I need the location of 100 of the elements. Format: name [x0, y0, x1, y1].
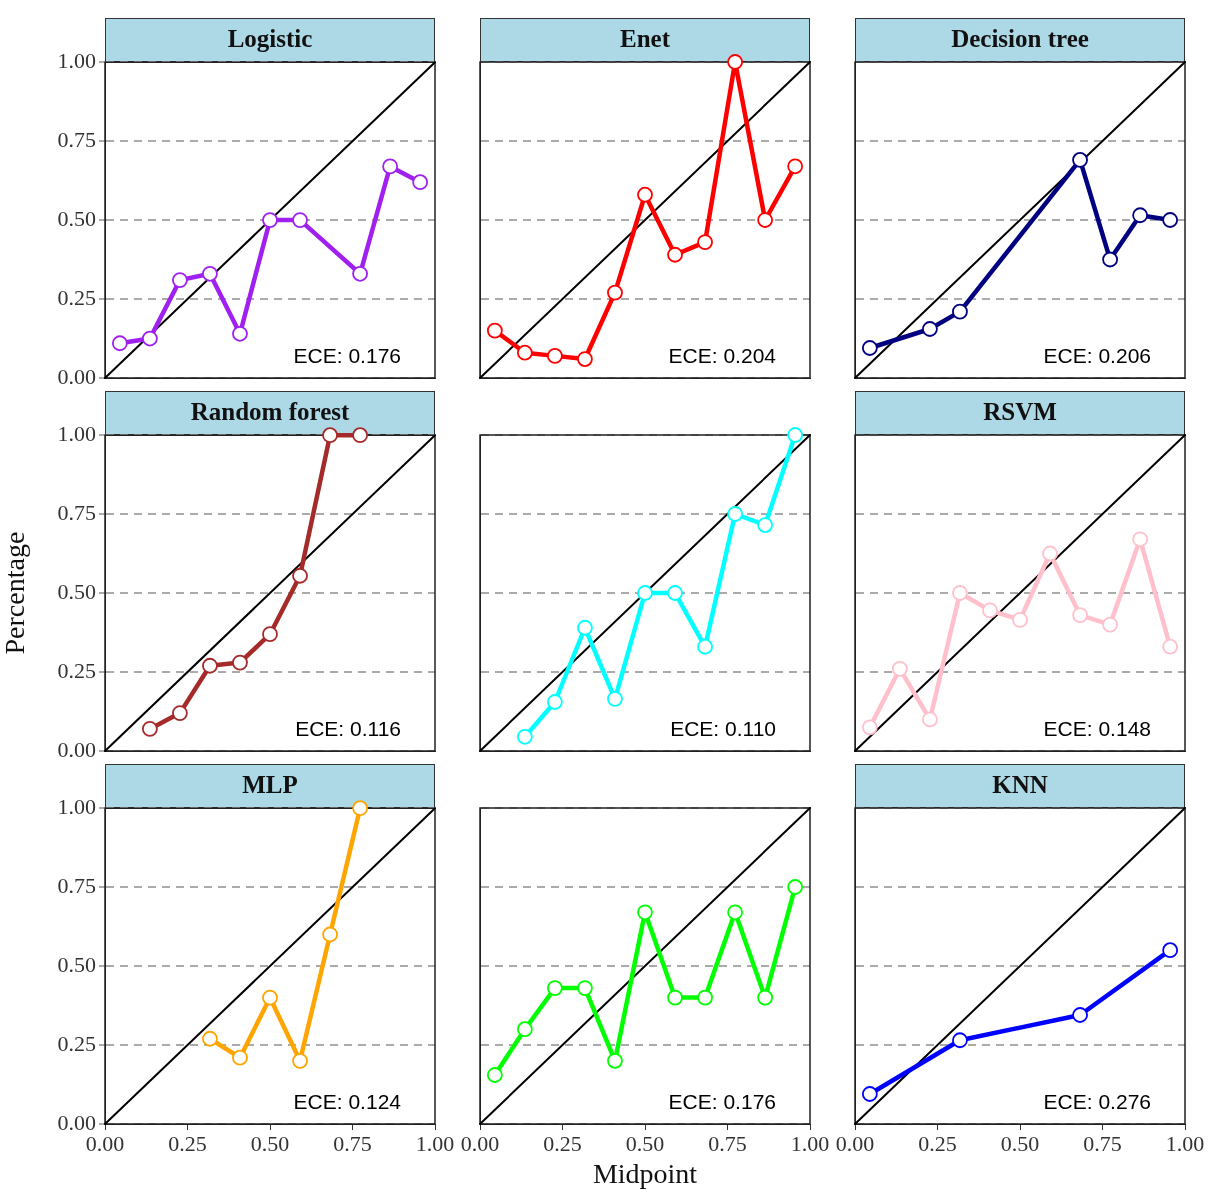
- point: [697, 234, 713, 251]
- annotation: ECE: 0.176: [293, 344, 401, 368]
- y-tick-label: 0.00: [57, 736, 96, 762]
- point: [637, 904, 653, 921]
- chart-title: Logistic: [105, 18, 435, 62]
- chart-title: KNN: [855, 764, 1185, 808]
- x-tick-label: 0.75: [708, 1130, 747, 1156]
- x-tick-label: 0.00: [460, 1130, 500, 1156]
- point: [141, 720, 158, 737]
- y-axis-title: Percentage: [0, 531, 31, 655]
- point: [952, 585, 968, 601]
- point: [861, 1086, 878, 1102]
- annotation: ECE: 0.206: [1043, 344, 1151, 368]
- x-tick-label: 0.75: [1083, 1130, 1122, 1156]
- point: [232, 1049, 248, 1066]
- point: [787, 158, 804, 175]
- point: [637, 186, 653, 203]
- point: [172, 705, 188, 721]
- point: [172, 272, 188, 288]
- point: [727, 54, 743, 70]
- point: [1132, 207, 1149, 224]
- point: [891, 660, 908, 677]
- point: [516, 344, 533, 361]
- point: [1072, 607, 1088, 624]
- y-tick-label: 0.50: [57, 205, 96, 231]
- point: [322, 427, 338, 444]
- point: [727, 506, 743, 522]
- point: [232, 654, 248, 671]
- y-tick-label: 1.00: [57, 420, 96, 446]
- x-tick-label: 0.75: [333, 1130, 372, 1156]
- point: [757, 212, 774, 228]
- point: [607, 284, 623, 301]
- point: [637, 585, 653, 601]
- chart-title: MLP: [105, 764, 435, 808]
- point: [667, 246, 683, 263]
- point: [1072, 152, 1088, 168]
- y-tick-label: 1.00: [57, 793, 96, 819]
- point: [757, 517, 774, 533]
- point: [486, 1067, 503, 1083]
- point: [322, 926, 338, 943]
- point: [667, 989, 683, 1006]
- point: [1042, 545, 1058, 562]
- y-tick-label: 0.50: [57, 578, 96, 604]
- point: [982, 602, 998, 619]
- point: [727, 904, 743, 921]
- point: [577, 351, 593, 367]
- point: [111, 335, 128, 352]
- y-tick-label: 1.00: [57, 47, 96, 73]
- point: [1162, 942, 1179, 959]
- point: [787, 879, 804, 895]
- x-tick-label: 0.50: [250, 1130, 290, 1156]
- point: [352, 265, 368, 282]
- point: [697, 989, 713, 1006]
- annotation: ECE: 0.124: [293, 1090, 402, 1114]
- annotation: ECE: 0.116: [295, 717, 401, 741]
- y-tick-label: 0.25: [57, 284, 96, 310]
- point: [607, 1052, 623, 1069]
- point: [141, 330, 158, 347]
- point: [486, 322, 503, 339]
- x-tick-label: 0.50: [1000, 1130, 1040, 1156]
- point: [352, 427, 368, 444]
- point: [607, 690, 623, 707]
- point: [292, 212, 308, 228]
- annotation: ECE: 0.110: [670, 717, 776, 741]
- point: [202, 265, 218, 282]
- x-tick-label: 1.00: [415, 1130, 455, 1156]
- x-tick-label: 0.25: [168, 1130, 207, 1156]
- x-tick-label: 1.00: [790, 1130, 830, 1156]
- y-tick-label: 0.75: [57, 872, 96, 898]
- chart-title: Decision tree: [855, 18, 1185, 62]
- point: [861, 340, 878, 356]
- chart-title: Enet: [480, 18, 810, 62]
- point: [952, 1032, 968, 1049]
- x-tick-label: 0.25: [543, 1130, 582, 1156]
- point: [516, 1021, 533, 1038]
- y-tick-label: 0.25: [57, 657, 96, 683]
- y-tick-label: 0.50: [57, 951, 96, 977]
- point: [787, 427, 804, 443]
- x-axis-title: Midpoint: [592, 1157, 698, 1189]
- y-tick-label: 0.75: [57, 499, 96, 525]
- point: [202, 1030, 218, 1047]
- x-tick-label: 0.50: [625, 1130, 665, 1156]
- point: [352, 800, 368, 817]
- point: [547, 694, 563, 710]
- point: [922, 321, 938, 337]
- point: [232, 325, 248, 342]
- point: [547, 347, 563, 364]
- point: [262, 626, 278, 643]
- point: [412, 174, 429, 191]
- point: [577, 980, 593, 997]
- point: [1072, 1007, 1088, 1023]
- y-tick-label: 0.25: [57, 1030, 96, 1056]
- point: [577, 619, 593, 636]
- point: [1102, 616, 1118, 633]
- point: [516, 728, 533, 745]
- point: [262, 212, 278, 228]
- point: [202, 657, 218, 674]
- y-tick-label: 0.75: [57, 126, 96, 152]
- chart-title: RSVM: [855, 391, 1185, 435]
- point: [1162, 212, 1179, 228]
